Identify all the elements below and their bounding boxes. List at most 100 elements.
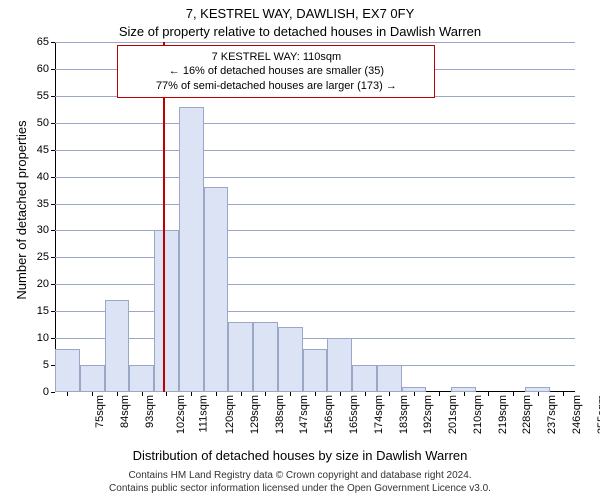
y-tick (51, 338, 55, 339)
x-tick (538, 392, 539, 396)
y-tick-label: 55 (37, 90, 49, 102)
y-tick-label: 30 (37, 224, 49, 236)
y-tick-label: 35 (37, 198, 49, 210)
histogram-bar (55, 349, 80, 392)
y-tick (51, 42, 55, 43)
x-tick (439, 392, 440, 396)
annotation-line-2: ← 16% of detached houses are smaller (35… (126, 64, 426, 78)
title-line-1: 7, KESTREL WAY, DAWLISH, EX7 0FY (0, 6, 600, 21)
x-tick (290, 392, 291, 396)
x-tick (488, 392, 489, 396)
y-tick-label: 60 (37, 63, 49, 75)
gridline (55, 338, 575, 339)
histogram-bar (377, 365, 402, 392)
gridline (55, 257, 575, 258)
x-tick-label: 201sqm (447, 395, 459, 434)
y-tick (51, 123, 55, 124)
annotation-line-1: 7 KESTREL WAY: 110sqm (126, 50, 426, 64)
histogram-bar (253, 322, 278, 392)
chart-plot-area: 0510152025303540455055606575sqm84sqm93sq… (55, 42, 575, 392)
gridline (55, 230, 575, 231)
x-tick-label: 84sqm (119, 395, 131, 428)
annotation-line-3: 77% of semi-detached houses are larger (… (126, 79, 426, 93)
x-tick (464, 392, 465, 396)
x-tick-label: 183sqm (398, 395, 410, 434)
x-axis-label: Distribution of detached houses by size … (0, 448, 600, 463)
y-tick (51, 257, 55, 258)
histogram-bar (327, 338, 352, 392)
y-tick-label: 65 (37, 36, 49, 48)
x-tick-label: 93sqm (144, 395, 156, 428)
gridline (55, 204, 575, 205)
x-tick-label: 192sqm (422, 395, 434, 434)
y-tick-label: 45 (37, 144, 49, 156)
x-tick-label: 255sqm (596, 395, 600, 434)
x-tick-label: 219sqm (497, 395, 509, 434)
y-tick (51, 230, 55, 231)
footer-line-1: Contains HM Land Registry data © Crown c… (0, 470, 600, 481)
histogram-bar (278, 327, 303, 392)
gridline (55, 150, 575, 151)
x-tick-label: 102sqm (175, 395, 187, 434)
gridline (55, 42, 575, 43)
x-tick-label: 129sqm (249, 395, 261, 434)
x-tick (513, 392, 514, 396)
x-tick (265, 392, 266, 396)
x-tick (216, 392, 217, 396)
x-tick-label: 120sqm (224, 395, 236, 434)
x-tick-label: 210sqm (472, 395, 484, 434)
histogram-bar (204, 187, 229, 392)
x-tick (340, 392, 341, 396)
x-tick (166, 392, 167, 396)
x-tick (414, 392, 415, 396)
y-tick-label: 5 (43, 359, 49, 371)
x-tick (241, 392, 242, 396)
x-tick-label: 111sqm (198, 395, 210, 433)
histogram-bar (105, 300, 130, 392)
x-tick-label: 174sqm (373, 395, 385, 434)
y-tick-label: 15 (37, 305, 49, 317)
footer-line-2: Contains public sector information licen… (0, 483, 600, 494)
x-tick-label: 75sqm (94, 395, 106, 428)
annotation-box: 7 KESTREL WAY: 110sqm ← 16% of detached … (117, 45, 435, 98)
gridline (55, 311, 575, 312)
x-tick-label: 147sqm (299, 395, 311, 434)
y-tick-label: 40 (37, 171, 49, 183)
y-tick (51, 284, 55, 285)
x-tick-label: 138sqm (274, 395, 286, 434)
y-tick (51, 392, 55, 393)
histogram-bar (129, 365, 154, 392)
histogram-bar (80, 365, 105, 392)
x-tick (142, 392, 143, 396)
gridline (55, 177, 575, 178)
histogram-bar (179, 107, 204, 392)
y-tick-label: 20 (37, 278, 49, 290)
y-tick-label: 25 (37, 251, 49, 263)
histogram-bar (228, 322, 253, 392)
x-tick (67, 392, 68, 396)
y-axis-label: Number of detached properties (14, 40, 29, 380)
x-tick (389, 392, 390, 396)
x-tick (191, 392, 192, 396)
y-tick (51, 311, 55, 312)
x-tick (117, 392, 118, 396)
histogram-bar (352, 365, 377, 392)
y-tick (51, 177, 55, 178)
y-tick (51, 96, 55, 97)
y-axis-line (55, 42, 56, 392)
y-tick (51, 69, 55, 70)
y-tick (51, 204, 55, 205)
x-tick-label: 246sqm (571, 395, 583, 434)
x-tick-label: 156sqm (323, 395, 335, 434)
y-tick-label: 10 (37, 332, 49, 344)
title-line-2: Size of property relative to detached ho… (0, 24, 600, 39)
x-tick (315, 392, 316, 396)
gridline (55, 284, 575, 285)
histogram-bar (154, 230, 179, 392)
histogram-bar (303, 349, 328, 392)
gridline (55, 123, 575, 124)
x-tick (563, 392, 564, 396)
y-tick-label: 0 (43, 386, 49, 398)
x-tick (365, 392, 366, 396)
y-tick-label: 50 (37, 117, 49, 129)
